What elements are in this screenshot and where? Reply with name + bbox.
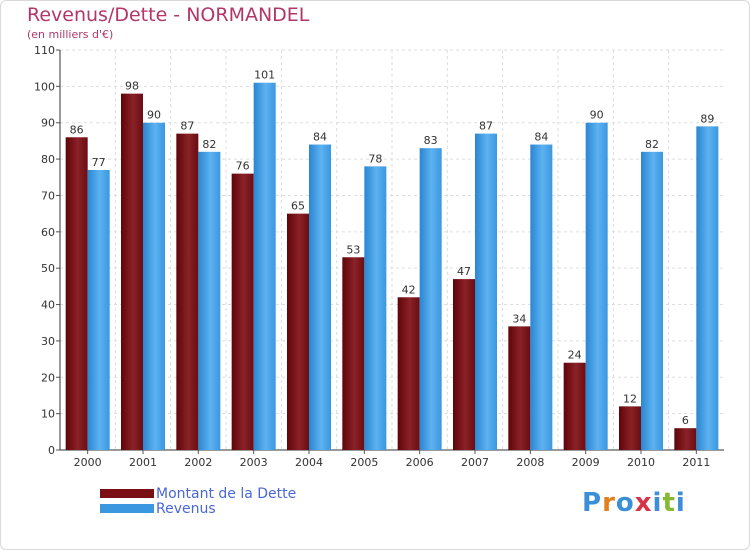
y-tick-label: 0	[48, 444, 55, 457]
bar-revenus-2008	[530, 144, 553, 450]
data-label: 98	[125, 80, 139, 93]
legend-label-dette: Montant de la Dette	[156, 485, 297, 502]
data-label: 65	[291, 200, 305, 213]
chart-title: Revenus/Dette - NORMANDEL	[27, 4, 310, 26]
bar-revenus-2002	[198, 151, 221, 450]
bar-dette-2005	[342, 257, 365, 450]
bar-dette-2006	[397, 297, 420, 450]
legend-swatch-revenus	[100, 504, 154, 513]
x-tick-label: 2007	[461, 456, 489, 469]
x-tick-label: 2000	[74, 456, 102, 469]
logo-letter: r	[602, 488, 616, 518]
chart-subtitle: (en milliers d'€)	[27, 28, 114, 41]
proxiti-logo: Proxiti	[582, 488, 686, 518]
x-tick-label: 2010	[627, 456, 655, 469]
bar-revenus-2010	[641, 151, 663, 450]
data-label: 101	[254, 69, 275, 82]
x-tick-label: 2008	[516, 456, 544, 469]
axes: 0 10 20 30 40 50 60 70 80 90 100 110 2000 2001 2002 200…	[34, 44, 724, 469]
data-label: 34	[512, 312, 526, 325]
logo-letter: P	[582, 488, 603, 518]
x-tick-label: 2003	[240, 456, 268, 469]
data-label: 83	[424, 134, 438, 147]
data-label: 12	[623, 392, 637, 405]
bar-dette-2010	[619, 406, 641, 450]
data-label: 90	[147, 109, 161, 122]
data-label: 24	[568, 349, 582, 362]
bar-revenus-2003	[253, 82, 276, 451]
data-label: 47	[457, 265, 471, 278]
y-tick-label: 80	[41, 153, 55, 166]
bar-dette-2007	[453, 279, 475, 450]
data-label: 84	[313, 131, 327, 144]
data-labels: 86 77 98 90 87 82 76 101 65 84 53 78 42 83 47 87 34 84 24 9…	[70, 69, 715, 427]
data-label: 53	[346, 243, 360, 256]
bar-dette-2011	[674, 428, 697, 450]
logo-letter: i	[652, 488, 663, 518]
legend: Montant de la Dette Revenus	[100, 485, 297, 517]
x-tick-label: 2006	[406, 456, 434, 469]
logo-letter: i	[675, 488, 686, 518]
x-tick-label: 2005	[350, 456, 378, 469]
bar-revenus-2009	[585, 122, 608, 451]
logo-letter: x	[634, 488, 653, 518]
data-label: 6	[682, 414, 689, 427]
y-tick-label: 70	[41, 189, 55, 202]
data-label: 78	[368, 152, 382, 165]
data-label: 77	[92, 156, 106, 169]
bar-dette-2001	[121, 93, 143, 451]
bar-dette-2008	[508, 326, 531, 450]
data-label: 82	[202, 138, 216, 151]
data-label: 87	[479, 120, 493, 133]
y-tick-label: 110	[34, 44, 55, 57]
data-label: 87	[180, 120, 194, 133]
y-tick-label: 100	[34, 80, 55, 93]
bar-revenus-2006	[419, 148, 442, 450]
bar-dette-2002	[176, 133, 199, 451]
x-tick-label: 2009	[572, 456, 600, 469]
bar-dette-2003	[231, 173, 254, 451]
data-label: 42	[402, 283, 416, 296]
y-tick-label: 20	[41, 371, 55, 384]
bar-dette-2009	[563, 362, 586, 450]
bar-revenus-2004	[309, 144, 331, 450]
y-tick-label: 90	[41, 117, 55, 130]
bar-dette-2004	[287, 213, 309, 450]
legend-item-revenus: Revenus	[100, 500, 296, 517]
bar-revenus-2001	[143, 122, 165, 451]
logo-letter: o	[615, 488, 635, 518]
y-tick-label: 50	[41, 262, 55, 275]
x-tick-label: 2001	[129, 456, 157, 469]
data-label: 84	[534, 131, 548, 144]
x-tick-label: 2011	[682, 456, 710, 469]
y-tick-label: 30	[41, 335, 55, 348]
data-label: 86	[70, 123, 84, 136]
legend-swatch-dette	[100, 489, 154, 498]
bars	[65, 82, 719, 451]
data-label: 90	[590, 109, 604, 122]
y-tick-label: 40	[41, 299, 55, 312]
y-tick-label: 60	[41, 226, 55, 239]
legend-item-dette: Montant de la Dette	[100, 485, 297, 502]
logo-letter: t	[662, 488, 676, 518]
bar-revenus-2011	[696, 126, 719, 450]
bar-dette-2000	[65, 137, 88, 451]
bar-revenus-2007	[475, 133, 497, 451]
data-label: 82	[645, 138, 659, 151]
x-tick-label: 2002	[184, 456, 212, 469]
bar-revenus-2000	[87, 170, 110, 450]
y-tick-label: 10	[41, 408, 55, 421]
x-tick-label: 2004	[295, 456, 323, 469]
legend-label-revenus: Revenus	[156, 500, 216, 517]
data-label: 76	[236, 160, 250, 173]
grid-lines	[60, 49, 724, 450]
bar-revenus-2005	[364, 166, 387, 450]
data-label: 89	[700, 112, 714, 125]
